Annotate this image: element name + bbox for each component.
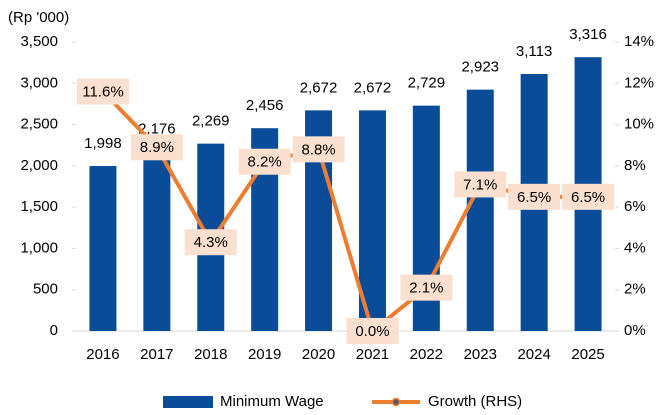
bar-value-label: 2,269 — [192, 113, 230, 130]
growth-value-label: 7.1% — [463, 176, 497, 193]
x-tick-label: 2020 — [302, 346, 335, 363]
x-tick-label: 2025 — [571, 346, 604, 363]
bar-value-label: 2,672 — [300, 79, 338, 96]
y2-tick-label: 6% — [624, 198, 646, 215]
label-box — [292, 136, 345, 163]
legend-label: Minimum Wage — [220, 393, 324, 410]
y-tick-label: 0 — [50, 322, 58, 339]
y2-tick-label: 10% — [624, 116, 654, 133]
x-tick-label: 2016 — [86, 346, 119, 363]
bar-value-label: 1,998 — [84, 135, 122, 152]
label-box — [238, 148, 291, 175]
bar-value-label: 2,176 — [138, 120, 176, 137]
x-tick-label: 2019 — [248, 346, 281, 363]
legend-marker — [391, 397, 401, 407]
x-tick-label: 2018 — [194, 346, 227, 363]
label-box — [454, 171, 507, 198]
label-box — [400, 274, 453, 301]
y-tick-label: 500 — [33, 281, 58, 298]
x-tick-label: 2021 — [356, 346, 389, 363]
growth-value-label: 2.1% — [409, 280, 443, 297]
label-box — [346, 318, 399, 344]
bar — [143, 151, 171, 331]
x-tick-label: 2024 — [517, 346, 550, 363]
x-tick-label: 2023 — [464, 346, 497, 363]
y-tick-label: 3,000 — [20, 74, 58, 91]
growth-value-label: 8.9% — [140, 139, 174, 156]
growth-value-label: 6.5% — [517, 189, 551, 206]
growth-value-label: 4.3% — [194, 234, 228, 251]
x-tick-label: 2017 — [140, 346, 173, 363]
y2-tick-label: 12% — [624, 74, 654, 91]
bar-value-label: 2,672 — [354, 79, 392, 96]
bar — [466, 89, 494, 332]
y-tick-label: 1,500 — [20, 198, 58, 215]
growth-value-label: 0.0% — [355, 323, 389, 340]
label-box — [184, 229, 237, 256]
growth-value-label: 6.5% — [571, 189, 605, 206]
y-tick-label: 3,500 — [20, 33, 58, 50]
y2-tick-label: 14% — [624, 33, 654, 50]
growth-value-label: 8.8% — [301, 141, 335, 158]
y-tick-label: 2,500 — [20, 116, 58, 133]
y2-tick-label: 0% — [624, 322, 646, 339]
y-tick-label: 2,000 — [20, 157, 58, 174]
label-box — [562, 183, 615, 210]
legend-label: Growth (RHS) — [428, 393, 522, 410]
y2-tick-label: 2% — [624, 281, 646, 298]
label-box — [76, 78, 129, 105]
legend-swatch — [163, 396, 213, 408]
y-unit-label: (Rp '000) — [8, 9, 69, 26]
bar-value-label: 2,729 — [408, 75, 446, 92]
growth-line — [101, 90, 589, 333]
y2-tick-label: 4% — [624, 239, 646, 256]
x-tick-label: 2022 — [410, 346, 443, 363]
growth-value-label: 8.2% — [248, 154, 282, 171]
growth-value-label: 11.6% — [82, 84, 123, 101]
label-box — [130, 134, 183, 161]
bar-value-label: 2,923 — [461, 59, 499, 76]
bar-value-label: 2,456 — [246, 97, 284, 114]
y-tick-label: 1,000 — [20, 239, 58, 256]
label-box — [508, 183, 561, 210]
y2-tick-label: 8% — [624, 157, 646, 174]
bar — [89, 166, 117, 331]
bar-value-label: 3,316 — [569, 26, 607, 43]
bar-value-label: 3,113 — [516, 43, 552, 60]
